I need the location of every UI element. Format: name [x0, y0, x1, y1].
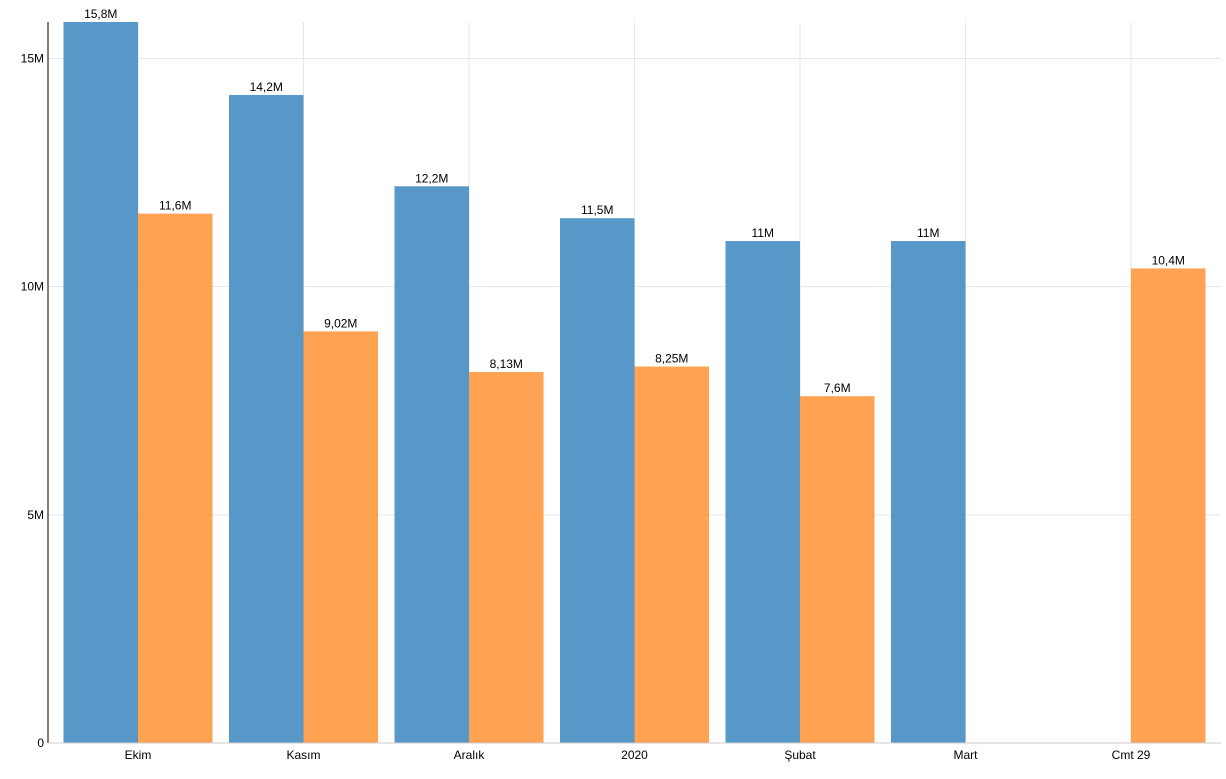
y-tick-label: 10M	[21, 280, 44, 294]
x-tick-label: Şubat	[784, 748, 816, 762]
bar-value-label: 8,25M	[655, 352, 688, 366]
bar-value-label: 11M	[752, 226, 774, 240]
x-tick-label: Ekim	[125, 748, 152, 762]
bar-series-1	[725, 241, 800, 744]
bar-value-label: 14,2M	[250, 80, 283, 94]
bar-series-2	[1131, 268, 1206, 743]
bar-value-label: 11M	[917, 226, 939, 240]
x-tick-label: 2020	[621, 748, 648, 762]
axes: 0 5M 10M 15M Ekim Kasım Aralık 2020 Şubat Mart Cmt…	[21, 22, 1221, 762]
y-tick-label: 0	[37, 736, 44, 750]
bar-series-2	[800, 396, 875, 743]
bar-series-2	[138, 213, 213, 744]
bar-value-label: 9,02M	[324, 316, 357, 330]
x-tick-label: Mart	[954, 748, 979, 762]
y-tick-label: 5M	[27, 508, 44, 522]
x-tick-label: Aralık	[454, 748, 486, 762]
bar-series-2	[634, 366, 709, 743]
x-tick-label: Kasım	[286, 748, 320, 762]
bar-series-1	[63, 22, 138, 743]
bar-series-1	[394, 186, 469, 743]
bar-series-2	[469, 372, 544, 743]
bar-series-1	[229, 95, 304, 744]
bar-value-label: 7,6M	[824, 381, 851, 395]
bar-value-label: 12,2M	[415, 171, 448, 185]
bar-value-label: 11,5M	[581, 203, 613, 217]
bars	[63, 22, 1206, 744]
bar-value-label: 8,13M	[490, 357, 523, 371]
x-tick-label: Cmt 29	[1112, 748, 1151, 762]
bar-value-label: 11,6M	[159, 199, 191, 213]
bar-value-label: 15,8M	[84, 7, 117, 21]
bar-series-1	[560, 218, 635, 744]
bar-series-2	[303, 331, 378, 743]
bar-series-1	[891, 241, 966, 744]
bar-value-label: 10,4M	[1152, 253, 1185, 267]
y-tick-label: 15M	[21, 52, 44, 66]
data-labels: 15,8M 14,2M 12,2M 11,5M 11M 11M 11,6M 9,02M 8,13…	[84, 7, 1185, 395]
